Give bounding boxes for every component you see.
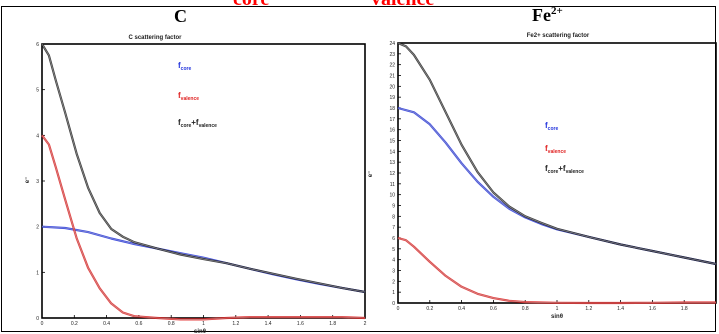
x-tick-label: 0.4 [458, 306, 465, 312]
legend-entry: fcore [545, 121, 558, 132]
y-tick-label: 2 [392, 279, 395, 285]
legend-entry: fcore [178, 61, 191, 72]
y-tick-label: 9 [392, 204, 395, 210]
y-tick-label: 5 [36, 88, 39, 94]
y-tick-label: 13 [389, 160, 395, 166]
y-tick-label: 0 [36, 316, 39, 322]
y-tick-label: 24 [389, 41, 395, 47]
x-tick-label: 1.6 [649, 306, 656, 312]
y-tick-label: 4 [36, 133, 39, 139]
y-tick-label: 14 [389, 149, 395, 155]
x-tick-label: 1.8 [681, 306, 688, 312]
y-tick-label: 7 [392, 225, 395, 231]
x-tick-label: 0.6 [135, 321, 142, 327]
panel-label-fe-text: Fe [532, 5, 551, 25]
x-tick-label: 2 [364, 321, 367, 327]
y-tick-label: 1 [36, 270, 39, 276]
y-tick-label: 22 [389, 63, 395, 69]
y-tick-label: 18 [389, 106, 395, 112]
x-tick-label: 0 [41, 321, 44, 327]
y-axis-label: e⁻ [368, 171, 374, 178]
panel-label-c-text: C [174, 6, 187, 26]
y-tick-label: 8 [392, 214, 395, 220]
y-tick-label: 2 [36, 225, 39, 231]
y-tick-label: 1 [392, 290, 395, 296]
x-axis-label: sinθ [551, 314, 563, 320]
chart-title: C scattering factor [128, 35, 182, 41]
y-tick-label: 16 [389, 128, 395, 134]
y-tick-label: 6 [392, 236, 395, 242]
y-tick-label: 10 [389, 193, 395, 199]
x-tick-label: 0.2 [426, 306, 433, 312]
series-line-highlight [41, 135, 366, 320]
y-tick-label: 23 [389, 52, 395, 58]
series-line-highlight [397, 42, 717, 265]
y-tick-label: 0 [392, 301, 395, 307]
panel-label-fe-charge: 2+ [550, 5, 563, 17]
x-tick-label: 0.4 [103, 321, 110, 327]
series-line-valence [397, 236, 716, 305]
x-axis-label: sinθ [194, 329, 206, 334]
panel-label-c: C [174, 6, 187, 27]
x-tick-label: 1.6 [297, 321, 304, 327]
chart-title: Fe2+ scattering factor [527, 33, 590, 39]
y-tick-label: 6 [36, 42, 39, 48]
series-line-core-sum [41, 43, 366, 294]
legend-entry: fvalence [178, 91, 199, 102]
y-axis-label: e⁻ [25, 177, 31, 184]
x-tick-label: 1 [202, 321, 205, 327]
x-tick-label: 0 [397, 306, 400, 312]
y-tick-label: 21 [389, 74, 395, 80]
x-tick-label: 1.4 [617, 306, 624, 312]
header-fragment-core: core [233, 0, 269, 11]
legend-entry: fcore+fvalence [545, 164, 584, 175]
x-tick-label: 1.4 [265, 321, 272, 327]
series-line-highlight [41, 43, 366, 293]
y-tick-label: 15 [389, 139, 395, 145]
x-tick-label: 0.2 [71, 321, 78, 327]
x-tick-label: 1 [556, 306, 559, 312]
y-tick-label: 4 [392, 258, 395, 264]
y-tick-label: 12 [389, 171, 395, 177]
x-tick-label: 1.2 [585, 306, 592, 312]
series-line-highlight [397, 237, 716, 304]
y-tick-label: 11 [390, 182, 395, 188]
x-tick-label: 1.8 [329, 321, 336, 327]
y-tick-label: 20 [389, 84, 395, 90]
x-tick-label: 0.8 [168, 321, 175, 327]
chart-fe2-scattering: Fe2+ scattering factor 0 0.2 0.4 0.6 0.8 1 1.2 1… [368, 33, 717, 320]
legend-entry: fvalence [545, 144, 566, 155]
y-tick-label: 17 [389, 117, 395, 123]
x-tick-label: 0.6 [490, 306, 497, 312]
legend-entry: fcore+fvalence [178, 118, 217, 129]
y-tick-label: 3 [36, 179, 39, 185]
plot-box [41, 43, 366, 319]
series-line-valence [41, 134, 366, 321]
panel-label-fe: Fe2+ [532, 5, 563, 26]
x-tick-label: 0.8 [522, 306, 529, 312]
y-tick-label: 5 [392, 247, 395, 253]
y-tick-label: 19 [389, 95, 395, 101]
y-tick-label: 3 [392, 269, 395, 275]
x-tick-label: 1.2 [232, 321, 239, 327]
header-fragment-valence: valence [371, 0, 434, 11]
chart-c-scattering: C scattering factor 0 0.2 0.4 0.6 0.8 1 1.2 1.4 1… [25, 35, 367, 334]
